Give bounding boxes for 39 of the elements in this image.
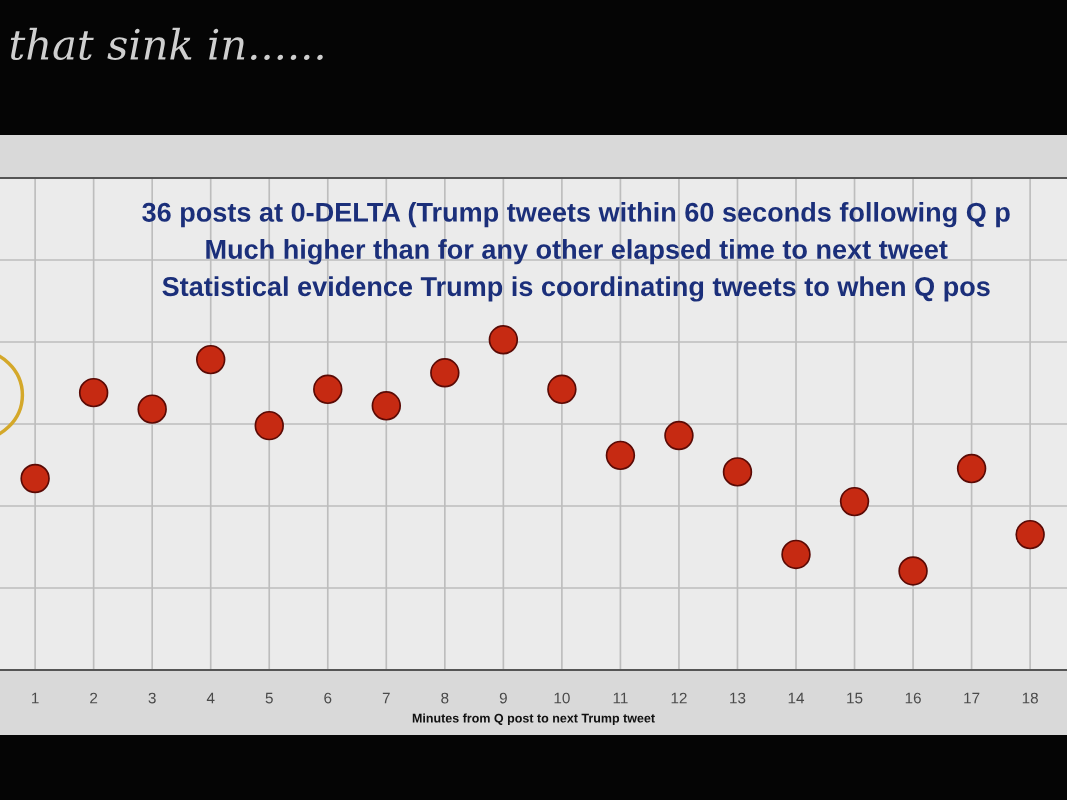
x-tick-label: 12 xyxy=(671,692,687,704)
point xyxy=(605,440,636,471)
x-axis-title: Minutes from Q post to next Trump tweet xyxy=(412,713,655,726)
point xyxy=(1015,519,1045,550)
text: that sink in...... xyxy=(10,27,323,61)
x-tick-label: 6 xyxy=(324,692,332,704)
point xyxy=(195,344,226,375)
point xyxy=(137,394,167,424)
point xyxy=(956,453,987,484)
point xyxy=(664,420,694,451)
point xyxy=(20,463,50,494)
x-tick-label: 17 xyxy=(964,692,980,704)
point xyxy=(722,457,753,487)
x-tick-label: 8 xyxy=(441,692,449,704)
x-tick-label: 1 xyxy=(32,692,39,704)
x-tick-label: 15 xyxy=(847,692,863,704)
point xyxy=(313,374,343,405)
point xyxy=(78,377,109,408)
point xyxy=(371,391,402,421)
x-tick-label: 9 xyxy=(499,692,507,704)
point xyxy=(781,539,811,570)
x-tick-label: 11 xyxy=(613,692,628,704)
x-tick-label: 2 xyxy=(90,692,98,704)
x-tick-label: 14 xyxy=(788,692,805,704)
x-tick-label: 16 xyxy=(905,692,921,704)
x-tick-label: 10 xyxy=(554,692,570,704)
chart-title: 36 posts at 0-DELTA (Trump tweets within 60 seconds following Q p Much higher than for any other elapsed time to next tweet Statistical evidence Trump is coordinating tweets to when Q pos xyxy=(142,201,1010,302)
point xyxy=(839,486,870,517)
point xyxy=(488,325,519,355)
x-tick-label: 13 xyxy=(730,692,746,704)
point xyxy=(254,410,284,441)
point xyxy=(898,556,928,586)
x-tick-label: 3 xyxy=(148,692,156,704)
x-tick-label: 5 xyxy=(265,692,273,704)
x-tick-label: 7 xyxy=(382,692,390,704)
point xyxy=(547,374,577,405)
x-tick-label: 4 xyxy=(206,692,215,704)
point xyxy=(430,358,460,388)
x-tick-label: 18 xyxy=(1022,692,1038,704)
